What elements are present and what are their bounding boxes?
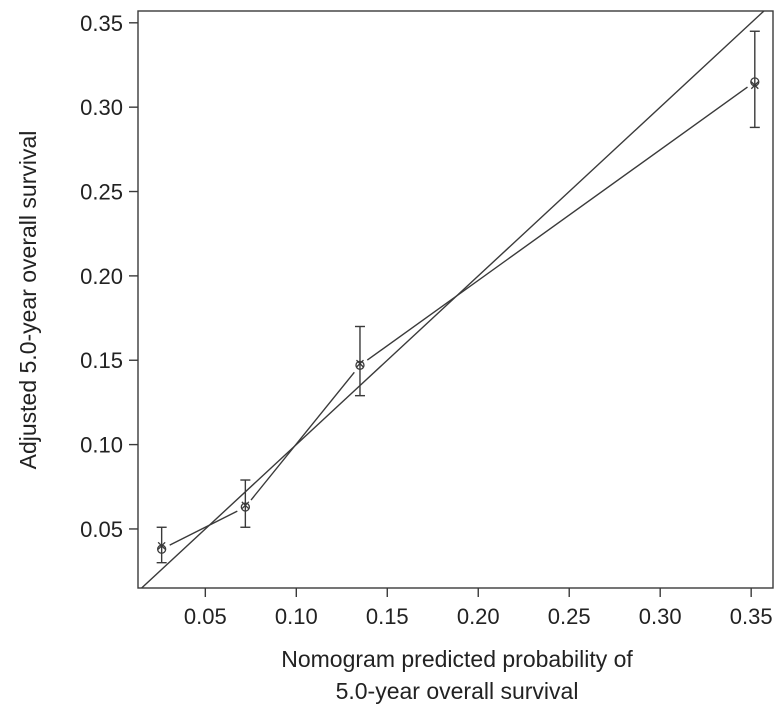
calibration-curve-segment xyxy=(367,87,747,360)
y-tick-label: 0.05 xyxy=(80,517,123,542)
calibration-curve-segment xyxy=(170,511,238,545)
y-tick-label: 0.30 xyxy=(80,95,123,120)
y-tick-label: 0.15 xyxy=(80,348,123,373)
x-tick-label: 0.15 xyxy=(366,604,409,629)
calibration-curve-segment xyxy=(251,372,354,500)
x-tick-label: 0.30 xyxy=(639,604,682,629)
axes: 0.05 0.10 0.15 0.20 0.25 0.30 0.35 0.05 0.10 0.15… xyxy=(80,11,773,629)
ideal-reference-line xyxy=(120,0,778,608)
y-tick-label: 0.35 xyxy=(80,11,123,36)
y-tick-label: 0.20 xyxy=(80,264,123,289)
y-tick-label: 0.10 xyxy=(80,433,123,458)
y-axis-label: Adjusted 5.0-year overall survival xyxy=(15,131,41,470)
x-tick-label: 0.35 xyxy=(730,604,773,629)
x-tick-label: 0.05 xyxy=(184,604,227,629)
x-axis-label-line-2: 5.0-year overall survival xyxy=(336,678,579,704)
x-axis-label-line-1: Nomogram predicted probability of xyxy=(281,646,633,672)
plot-frame xyxy=(138,11,773,588)
y-tick-label: 0.25 xyxy=(80,180,123,205)
plot-area xyxy=(120,0,778,608)
x-tick-label: 0.10 xyxy=(275,604,318,629)
x-tick-label: 0.20 xyxy=(457,604,500,629)
x-tick-label: 0.25 xyxy=(548,604,591,629)
